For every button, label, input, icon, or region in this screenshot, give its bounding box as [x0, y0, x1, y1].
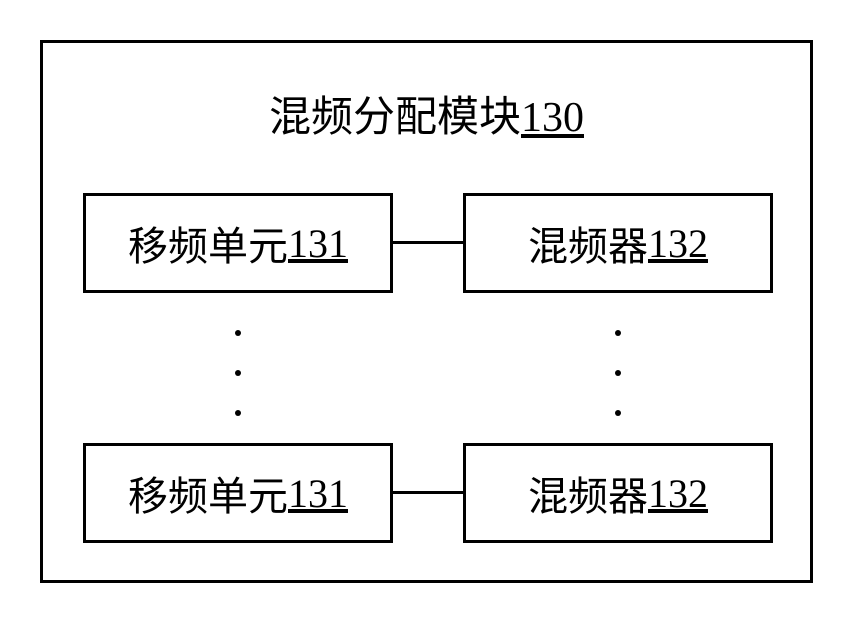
dot-icon	[615, 330, 621, 336]
dot-icon	[235, 370, 241, 376]
module-title-text: 混频分配模块	[269, 95, 521, 141]
node-right-bot-num: 132	[648, 470, 708, 517]
dot-icon	[615, 370, 621, 376]
ellipsis-left	[228, 313, 248, 433]
module-title-num: 130	[521, 95, 584, 141]
ellipsis-right	[608, 313, 628, 433]
node-left-bot-text: 移频单元	[128, 464, 288, 522]
node-right-top-num: 132	[648, 220, 708, 267]
node-right-top: 混频器132	[463, 193, 773, 293]
node-left-bot-num: 131	[288, 470, 348, 517]
edge-top	[393, 241, 463, 244]
node-right-bot: 混频器132	[463, 443, 773, 543]
node-left-top-text: 移频单元	[128, 214, 288, 272]
node-left-bot: 移频单元131	[83, 443, 393, 543]
edge-bottom	[393, 491, 463, 494]
node-right-top-text: 混频器	[528, 214, 648, 272]
dot-icon	[615, 410, 621, 416]
dot-icon	[235, 330, 241, 336]
dot-icon	[235, 410, 241, 416]
node-left-top: 移频单元131	[83, 193, 393, 293]
module-outer-box: 混频分配模块130 移频单元131 混频器132 移频单元131 混频器132	[40, 40, 813, 583]
node-left-top-num: 131	[288, 220, 348, 267]
node-right-bot-text: 混频器	[528, 464, 648, 522]
module-title: 混频分配模块130	[43, 83, 810, 144]
